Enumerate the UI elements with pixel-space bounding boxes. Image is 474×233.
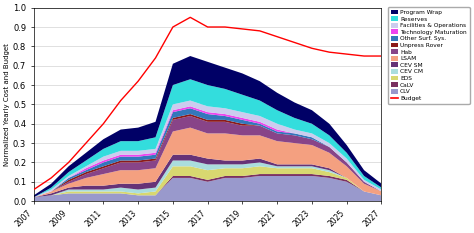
Y-axis label: Normalized Yearly Cost and Budget: Normalized Yearly Cost and Budget xyxy=(4,43,10,166)
Legend: Program Wrap, Reserves, Facilities & Operations, Technology Maturation, Other Su: Program Wrap, Reserves, Facilities & Ope… xyxy=(388,7,470,104)
